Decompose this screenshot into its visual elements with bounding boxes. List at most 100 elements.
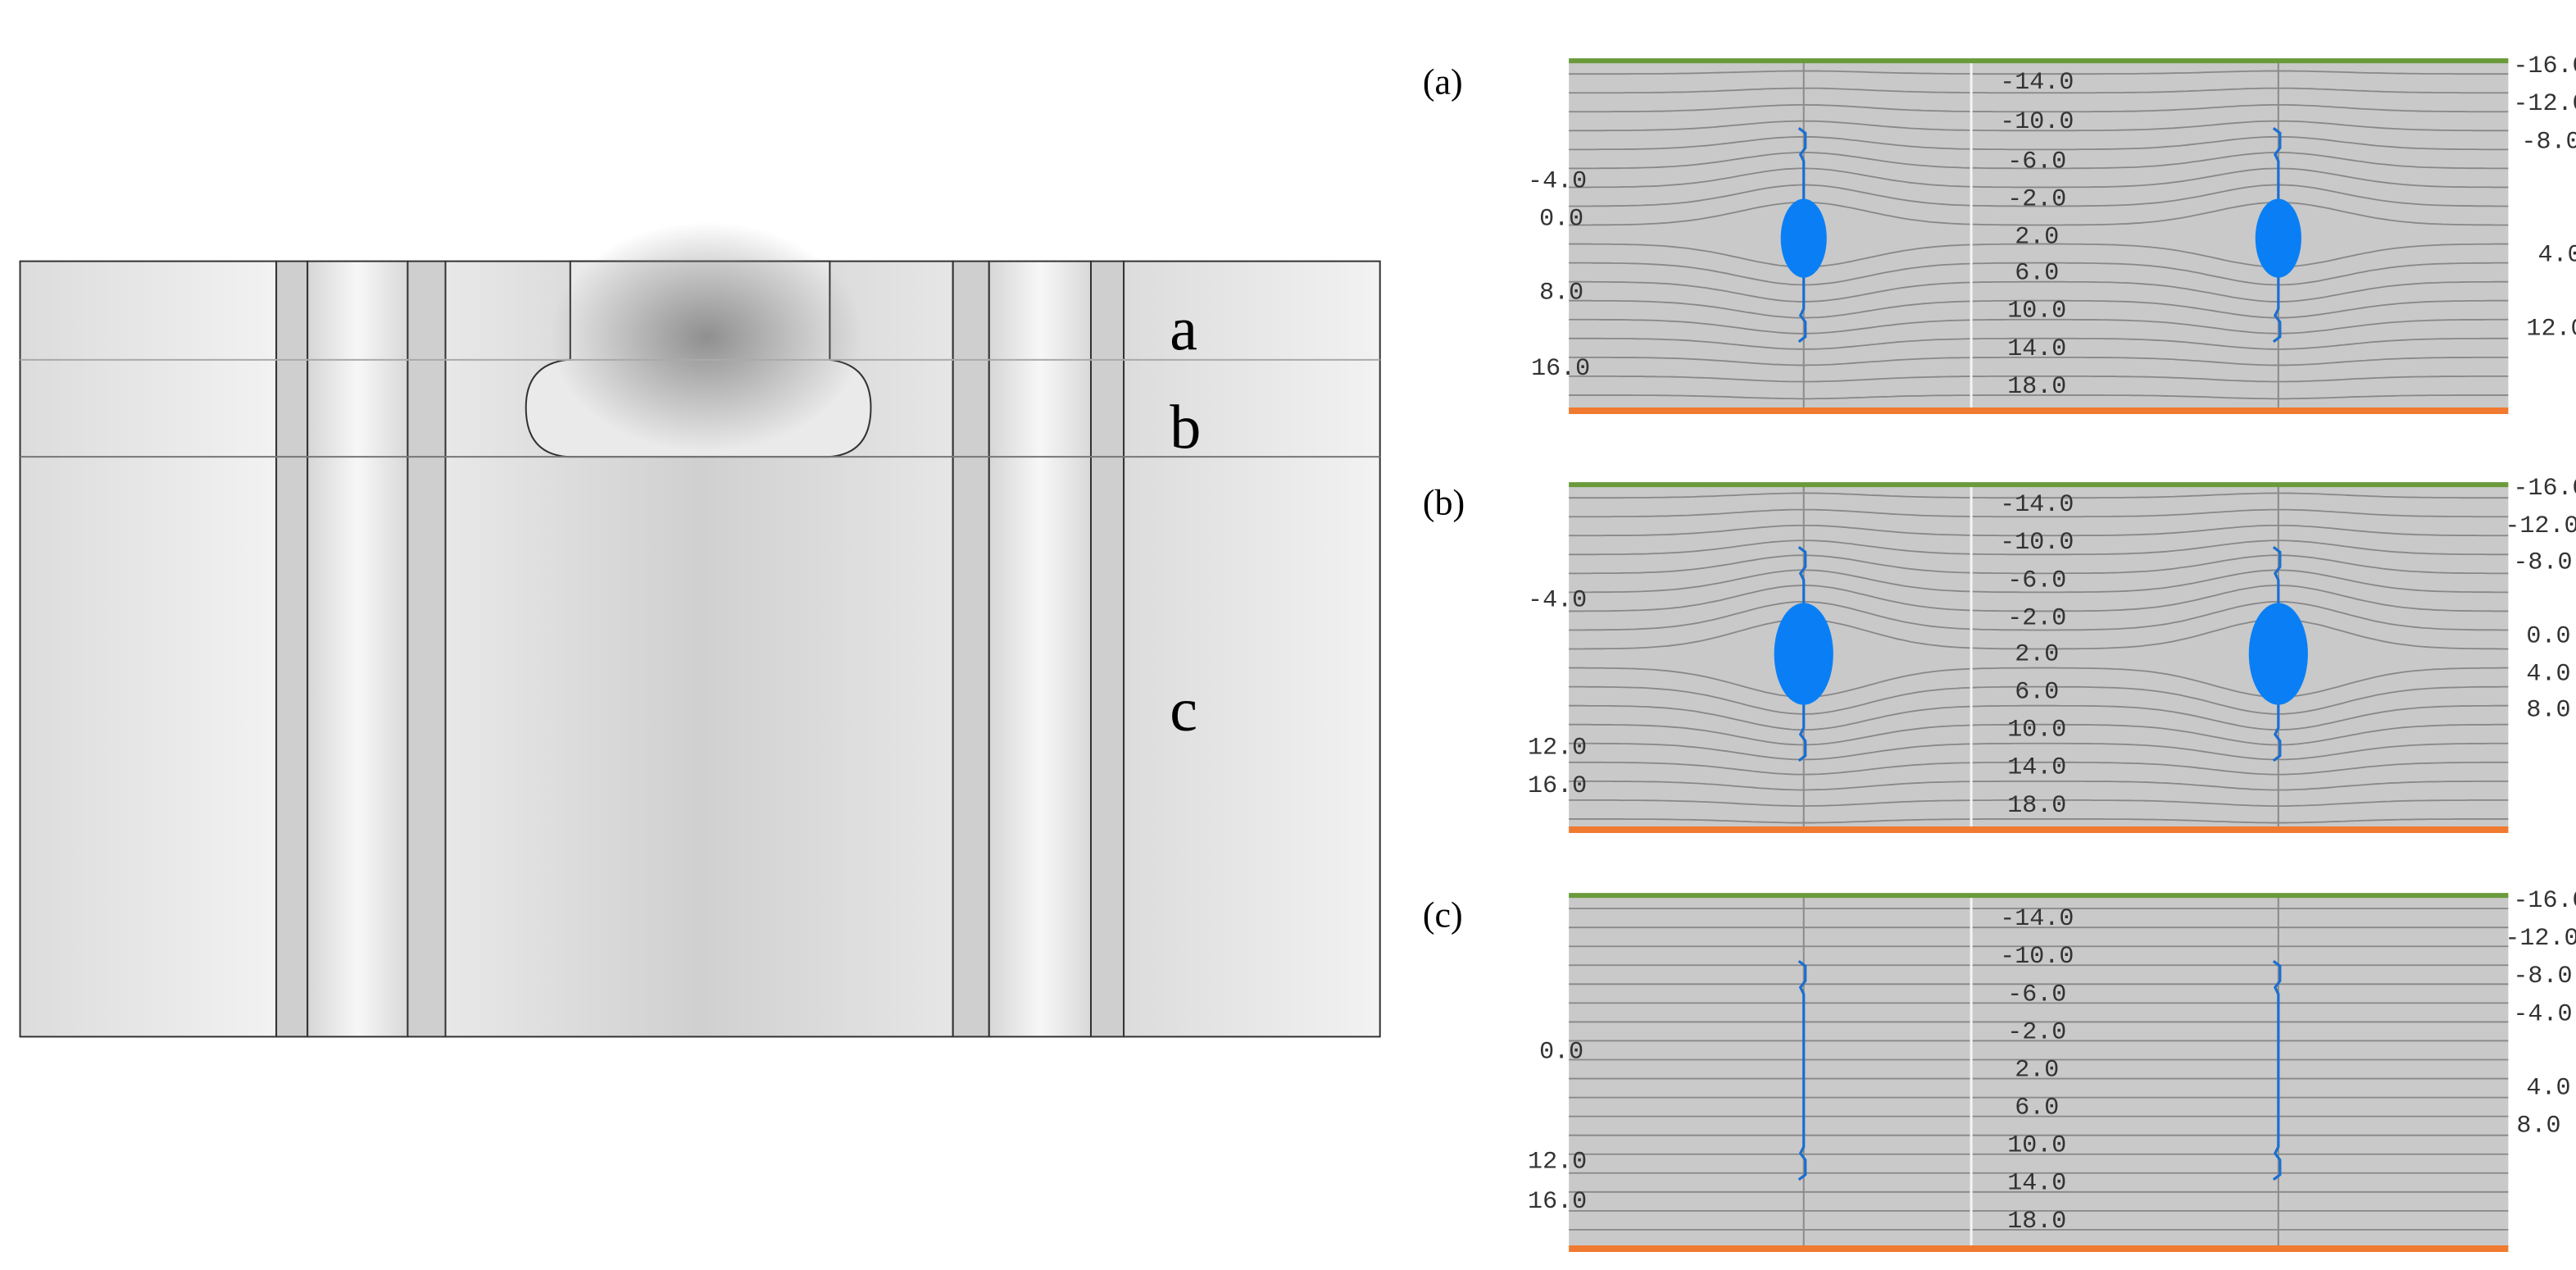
contour-line	[1569, 184, 2509, 207]
contour-line	[1569, 667, 2509, 698]
contour-label: 16.0	[1531, 355, 1590, 383]
panel-label: (c)	[1423, 894, 1463, 935]
contour-label: 10.0	[2007, 717, 2066, 744]
contour-line	[1569, 356, 2509, 366]
field-background	[1569, 61, 2509, 411]
contour-label: 2.0	[2015, 1056, 2059, 1084]
contour-label: -14.0	[2000, 905, 2074, 933]
contour-label: 0.0	[1539, 1038, 1583, 1066]
contour-line	[1569, 103, 2509, 113]
contour-label: 0.0	[2526, 622, 2570, 650]
fracture-opening	[2255, 198, 2301, 278]
contour-label: 6.0	[2015, 679, 2059, 707]
contour-line	[1569, 167, 2509, 189]
contour-label: -8.0	[2513, 963, 2572, 990]
contour-label: -2.0	[2007, 1018, 2066, 1046]
contour-line	[1569, 554, 2509, 575]
contour-label: 14.0	[2007, 754, 2066, 782]
contour-line	[1569, 524, 2509, 537]
contour-line	[1569, 780, 2509, 791]
contour-label: -2.0	[2007, 604, 2066, 632]
contour-label: 4.0	[2526, 1075, 2570, 1103]
gap	[407, 260, 447, 1038]
contour-label: 18.0	[2007, 792, 2066, 820]
contour-label: -10.0	[2000, 529, 2074, 557]
contour-line	[1569, 243, 2509, 268]
contour-label: 18.0	[2007, 373, 2066, 401]
contour-label: 8.0	[2526, 697, 2570, 725]
contour-line	[1569, 761, 2509, 776]
contour-label: -4.0	[1528, 167, 1587, 195]
contour-line	[1569, 818, 2509, 824]
contour-line	[1569, 318, 2509, 335]
contour-line	[1569, 508, 2509, 518]
contour-label: 4.0	[2537, 242, 2576, 270]
contour-line	[1569, 492, 2509, 499]
block	[19, 260, 278, 1038]
contour-label: -12.0	[2505, 512, 2576, 540]
fracture	[1797, 959, 1807, 1181]
gap	[1090, 260, 1125, 1038]
contour-label: 6.0	[2015, 260, 2059, 288]
contour-line	[1569, 742, 2509, 761]
contour-line	[1569, 394, 2509, 400]
layer-label: c	[1170, 676, 1197, 744]
contour-label: 4.0	[2526, 661, 2570, 689]
contour-line	[1569, 299, 2509, 319]
contour-label: 8.0	[1539, 280, 1583, 307]
contour-line	[1569, 280, 2509, 303]
contour-line	[1569, 569, 2509, 594]
contour-label: -14.0	[2000, 491, 2074, 519]
contour-line	[1569, 262, 2509, 286]
contour-label: 12.0	[2526, 316, 2576, 344]
contour-label: -10.0	[2000, 108, 2074, 136]
contour-line	[1569, 375, 2509, 383]
column	[307, 260, 409, 1038]
contour-label: -16.0	[2513, 475, 2576, 503]
contour-line	[1569, 685, 2509, 715]
contour-line	[1569, 136, 2509, 151]
contour-label: 14.0	[2007, 335, 2066, 363]
contour-line	[1569, 152, 2509, 170]
fracture-opening	[2248, 603, 2308, 705]
panel-label: (a)	[1423, 61, 1463, 102]
contour-label: -6.0	[2007, 981, 2066, 1008]
contour-label: 16.0	[1528, 1188, 1587, 1216]
contour-label: -16.0	[2513, 52, 2576, 80]
contour-label: -6.0	[2007, 567, 2066, 594]
contour-line	[1569, 120, 2509, 132]
block	[1123, 260, 1381, 1038]
contour-line	[1569, 618, 2509, 650]
gap	[952, 260, 990, 1038]
contour-label: 18.0	[2007, 1208, 2066, 1236]
contour-line	[1569, 585, 2509, 612]
field-background	[1569, 895, 2509, 1249]
model-drawing	[19, 221, 1381, 1038]
contour-line	[1569, 201, 2509, 226]
contour-line	[1569, 70, 2509, 75]
contour-line	[1569, 799, 2509, 808]
contour-label: -16.0	[2513, 887, 2576, 915]
contour-label: -10.0	[2000, 943, 2074, 971]
contour-label: 12.0	[1528, 735, 1587, 762]
panel-label: (b)	[1423, 482, 1465, 522]
contour-line	[1569, 539, 2509, 556]
contour-label: 2.0	[2015, 640, 2059, 668]
contour-label: -6.0	[2007, 148, 2066, 175]
contour-label: 14.0	[2007, 1170, 2066, 1198]
contour-line	[1569, 87, 2509, 94]
contour-label: -8.0	[2513, 549, 2572, 576]
contour-line	[1569, 337, 2509, 350]
fracture	[2272, 959, 2282, 1181]
contour-label: 10.0	[2007, 1132, 2066, 1160]
fracture-opening	[1774, 603, 1833, 705]
contour-line	[1569, 723, 2509, 746]
contour-label: -4.0	[1528, 586, 1587, 614]
contour-label: 2.0	[2015, 223, 2059, 251]
shade	[550, 221, 863, 453]
contour-label: -12.0	[2513, 90, 2576, 118]
contour-line	[1569, 704, 2509, 731]
contour-line	[1569, 601, 2509, 631]
